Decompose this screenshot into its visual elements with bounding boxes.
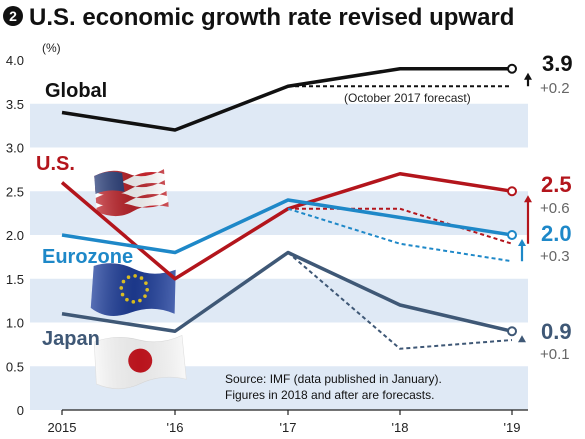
end-value-eurozone: 2.0 [541,221,572,246]
series-line-eurozone [61,198,513,255]
series-line-japan [61,250,513,333]
x-axis-ticks: 2015 '16 '17 '18 '19 [48,410,521,435]
series-line-global [61,67,512,132]
us-flag-icon [94,169,169,217]
y-tick-label: 2.5 [6,184,24,199]
badge-number: 2 [9,8,17,24]
revision-us: +0.6 [540,200,570,217]
series-layer [60,63,517,350]
end-value-us: 2.5 [541,172,572,197]
band-6 [30,103,528,148]
revision-eurozone: +0.3 [540,248,570,265]
y-tick-label: 3.0 [6,141,24,156]
revision-global: +0.2 [540,80,570,97]
source-line-2: Figures in 2018 and after are forecasts. [225,388,434,402]
series-label-global: Global [45,80,107,102]
series-label-eurozone: Eurozone [42,246,133,268]
end-values: 3.9 +0.2 2.5 +0.6 2.0 +0.3 0.9 +0.1 [540,51,573,363]
forecast-line-us [288,207,513,245]
y-tick-label: 3.5 [6,97,24,112]
revision-arrow-head [524,72,532,80]
y-axis-ticks: 0 0.5 1.0 1.5 2.0 2.5 3.0 3.5 4.0 [6,53,24,418]
end-value-global: 3.9 [542,51,573,76]
revision-arrows [518,72,532,343]
end-marker-us [507,186,517,197]
eu-flag-icon [90,263,176,316]
japan-flag-icon [93,334,187,390]
end-marker-eurozone [507,230,517,240]
forecast-line-eurozone [287,207,513,263]
x-tick-label: '19 [504,420,521,435]
source-line-1: Source: IMF (data published in January). [225,372,442,386]
y-tick-label: 4.0 [6,53,24,68]
x-tick-label: '16 [167,420,184,435]
y-tick-label: 1.5 [6,272,24,287]
revision-arrow-head [518,239,526,246]
revision-arrow-head [524,195,532,203]
x-tick-label: '18 [392,420,409,435]
revision-japan: +0.1 [540,346,570,363]
y-tick-label: 2.0 [6,228,24,243]
end-marker-global [507,63,517,74]
end-marker-japan [507,326,517,337]
badge-circle [3,6,23,26]
series-label-japan: Japan [42,328,100,350]
y-tick-label: 0.5 [6,359,24,374]
forecast-note: (October 2017 forecast) [344,91,471,105]
unit-label: (%) [42,41,61,55]
title-text: U.S. economic growth rate revised upward [29,4,514,31]
y-tick-label: 0 [17,403,24,418]
y-tick-label: 1.0 [6,316,24,331]
revision-arrow-head [518,335,526,343]
x-tick-label: '17 [280,420,297,435]
chart-title: 2 U.S. economic growth rate revised upwa… [3,4,514,31]
x-tick-label: 2015 [48,420,77,435]
forecast-line-japan [287,251,513,350]
series-label-us: U.S. [36,153,75,175]
end-value-japan: 0.9 [541,319,572,344]
